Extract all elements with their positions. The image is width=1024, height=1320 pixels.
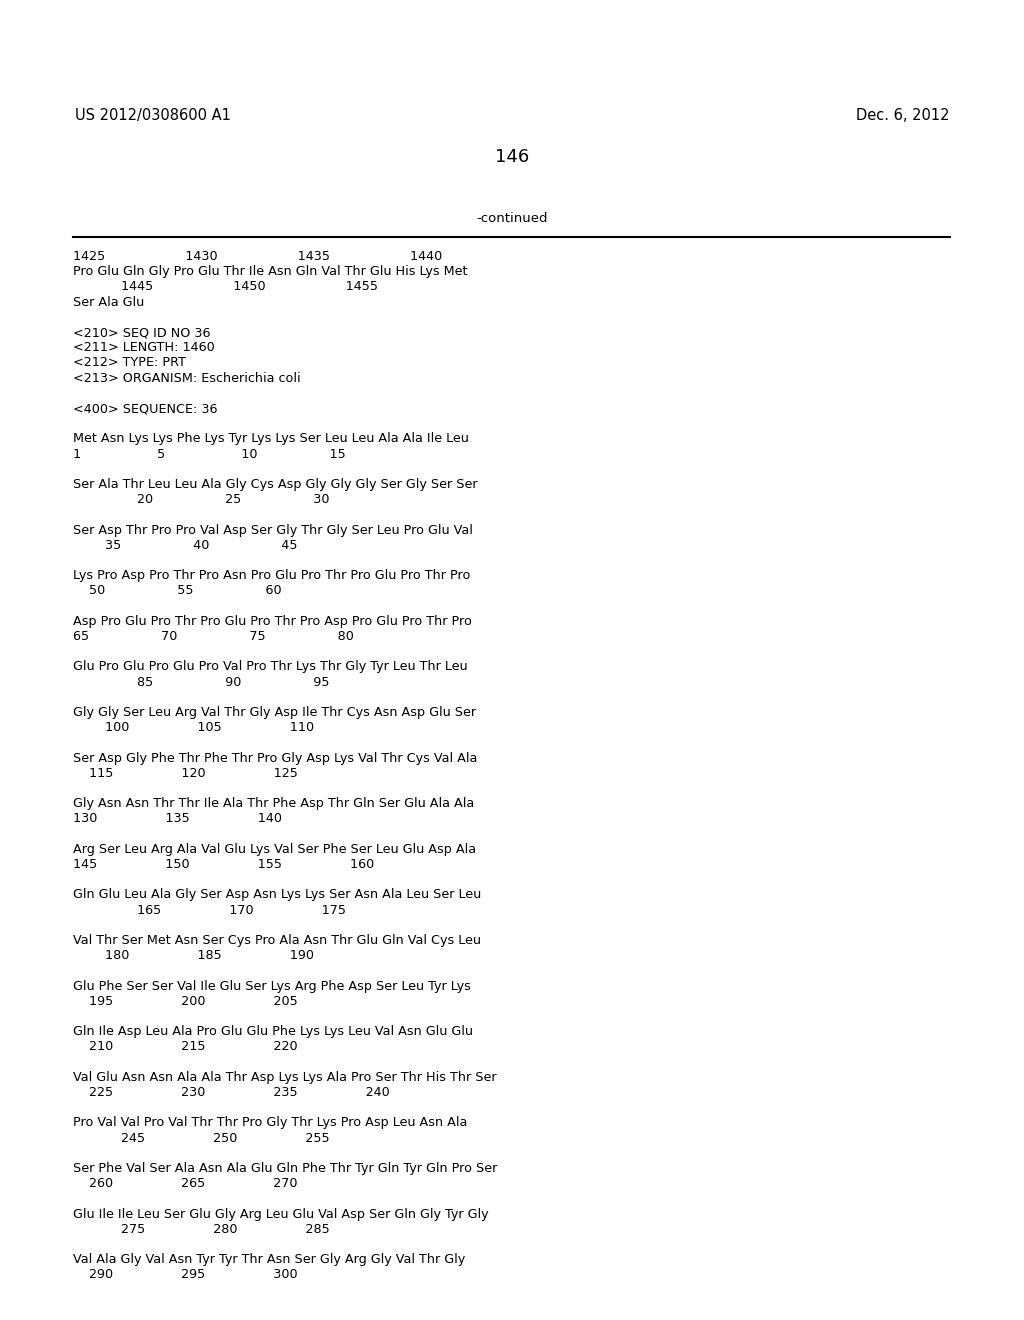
Text: 210                 215                 220: 210 215 220 <box>73 1040 298 1053</box>
Text: 1445                    1450                    1455: 1445 1450 1455 <box>73 280 378 293</box>
Text: 130                 135                 140: 130 135 140 <box>73 812 282 825</box>
Text: US 2012/0308600 A1: US 2012/0308600 A1 <box>75 108 230 123</box>
Text: Met Asn Lys Lys Phe Lys Tyr Lys Lys Ser Leu Leu Ala Ala Ile Leu: Met Asn Lys Lys Phe Lys Tyr Lys Lys Ser … <box>73 433 469 445</box>
Text: Dec. 6, 2012: Dec. 6, 2012 <box>856 108 950 123</box>
Text: Glu Phe Ser Ser Val Ile Glu Ser Lys Arg Phe Asp Ser Leu Tyr Lys: Glu Phe Ser Ser Val Ile Glu Ser Lys Arg … <box>73 979 471 993</box>
Text: -continued: -continued <box>476 213 548 224</box>
Text: Gln Glu Leu Ala Gly Ser Asp Asn Lys Lys Ser Asn Ala Leu Ser Leu: Gln Glu Leu Ala Gly Ser Asp Asn Lys Lys … <box>73 888 481 902</box>
Text: <211> LENGTH: 1460: <211> LENGTH: 1460 <box>73 341 215 354</box>
Text: Ser Asp Gly Phe Thr Phe Thr Pro Gly Asp Lys Val Thr Cys Val Ala: Ser Asp Gly Phe Thr Phe Thr Pro Gly Asp … <box>73 751 477 764</box>
Text: <213> ORGANISM: Escherichia coli: <213> ORGANISM: Escherichia coli <box>73 372 301 384</box>
Text: 20                  25                  30: 20 25 30 <box>73 494 330 506</box>
Text: Asp Pro Glu Pro Thr Pro Glu Pro Thr Pro Asp Pro Glu Pro Thr Pro: Asp Pro Glu Pro Thr Pro Glu Pro Thr Pro … <box>73 615 472 628</box>
Text: 245                 250                 255: 245 250 255 <box>73 1131 330 1144</box>
Text: 35                  40                  45: 35 40 45 <box>73 539 298 552</box>
Text: Lys Pro Asp Pro Thr Pro Asn Pro Glu Pro Thr Pro Glu Pro Thr Pro: Lys Pro Asp Pro Thr Pro Asn Pro Glu Pro … <box>73 569 470 582</box>
Text: Gln Ile Asp Leu Ala Pro Glu Glu Phe Lys Lys Leu Val Asn Glu Glu: Gln Ile Asp Leu Ala Pro Glu Glu Phe Lys … <box>73 1026 473 1039</box>
Text: 225                 230                 235                 240: 225 230 235 240 <box>73 1086 390 1100</box>
Text: Val Thr Ser Met Asn Ser Cys Pro Ala Asn Thr Glu Gln Val Cys Leu: Val Thr Ser Met Asn Ser Cys Pro Ala Asn … <box>73 935 481 946</box>
Text: 115                 120                 125: 115 120 125 <box>73 767 298 780</box>
Text: 146: 146 <box>495 148 529 166</box>
Text: 195                 200                 205: 195 200 205 <box>73 995 298 1007</box>
Text: 260                 265                 270: 260 265 270 <box>73 1177 298 1191</box>
Text: 65                  70                  75                  80: 65 70 75 80 <box>73 630 354 643</box>
Text: 165                 170                 175: 165 170 175 <box>73 904 346 916</box>
Text: 1425                    1430                    1435                    1440: 1425 1430 1435 1440 <box>73 249 442 263</box>
Text: Pro Glu Gln Gly Pro Glu Thr Ile Asn Gln Val Thr Glu His Lys Met: Pro Glu Gln Gly Pro Glu Thr Ile Asn Gln … <box>73 265 468 279</box>
Text: Arg Ser Leu Arg Ala Val Glu Lys Val Ser Phe Ser Leu Glu Asp Ala: Arg Ser Leu Arg Ala Val Glu Lys Val Ser … <box>73 842 476 855</box>
Text: Ser Asp Thr Pro Pro Val Asp Ser Gly Thr Gly Ser Leu Pro Glu Val: Ser Asp Thr Pro Pro Val Asp Ser Gly Thr … <box>73 524 473 537</box>
Text: Gly Gly Ser Leu Arg Val Thr Gly Asp Ile Thr Cys Asn Asp Glu Ser: Gly Gly Ser Leu Arg Val Thr Gly Asp Ile … <box>73 706 476 719</box>
Text: 275                 280                 285: 275 280 285 <box>73 1222 330 1236</box>
Text: Ser Ala Thr Leu Leu Ala Gly Cys Asp Gly Gly Gly Ser Gly Ser Ser: Ser Ala Thr Leu Leu Ala Gly Cys Asp Gly … <box>73 478 477 491</box>
Text: Glu Pro Glu Pro Glu Pro Val Pro Thr Lys Thr Gly Tyr Leu Thr Leu: Glu Pro Glu Pro Glu Pro Val Pro Thr Lys … <box>73 660 468 673</box>
Text: Ser Ala Glu: Ser Ala Glu <box>73 296 144 309</box>
Text: <210> SEQ ID NO 36: <210> SEQ ID NO 36 <box>73 326 211 339</box>
Text: 50                  55                  60: 50 55 60 <box>73 585 282 598</box>
Text: <400> SEQUENCE: 36: <400> SEQUENCE: 36 <box>73 403 217 414</box>
Text: Gly Asn Asn Thr Thr Ile Ala Thr Phe Asp Thr Gln Ser Glu Ala Ala: Gly Asn Asn Thr Thr Ile Ala Thr Phe Asp … <box>73 797 474 810</box>
Text: Glu Ile Ile Leu Ser Glu Gly Arg Leu Glu Val Asp Ser Gln Gly Tyr Gly: Glu Ile Ile Leu Ser Glu Gly Arg Leu Glu … <box>73 1208 488 1221</box>
Text: Val Glu Asn Asn Ala Ala Thr Asp Lys Lys Ala Pro Ser Thr His Thr Ser: Val Glu Asn Asn Ala Ala Thr Asp Lys Lys … <box>73 1071 497 1084</box>
Text: 290                 295                 300: 290 295 300 <box>73 1269 298 1282</box>
Text: 1                   5                   10                  15: 1 5 10 15 <box>73 447 346 461</box>
Text: Val Ala Gly Val Asn Tyr Tyr Thr Asn Ser Gly Arg Gly Val Thr Gly: Val Ala Gly Val Asn Tyr Tyr Thr Asn Ser … <box>73 1253 465 1266</box>
Text: Ser Phe Val Ser Ala Asn Ala Glu Gln Phe Thr Tyr Gln Tyr Gln Pro Ser: Ser Phe Val Ser Ala Asn Ala Glu Gln Phe … <box>73 1162 498 1175</box>
Text: <212> TYPE: PRT: <212> TYPE: PRT <box>73 356 186 370</box>
Text: 180                 185                 190: 180 185 190 <box>73 949 314 962</box>
Text: Pro Val Val Pro Val Thr Thr Pro Gly Thr Lys Pro Asp Leu Asn Ala: Pro Val Val Pro Val Thr Thr Pro Gly Thr … <box>73 1117 467 1130</box>
Text: 100                 105                 110: 100 105 110 <box>73 721 314 734</box>
Text: 145                 150                 155                 160: 145 150 155 160 <box>73 858 374 871</box>
Text: 85                  90                  95: 85 90 95 <box>73 676 330 689</box>
